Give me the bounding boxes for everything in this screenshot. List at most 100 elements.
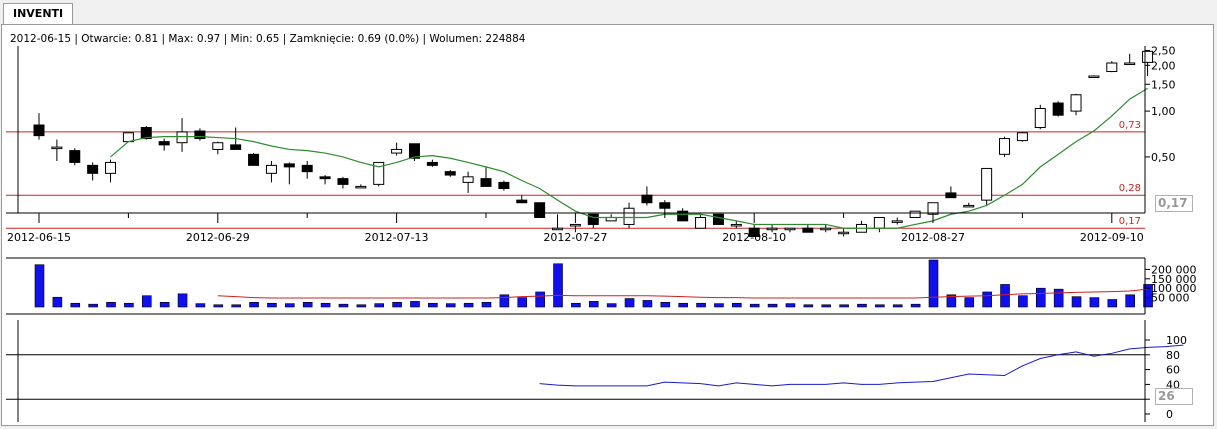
candle-up	[355, 185, 367, 189]
volume-bar	[928, 259, 939, 308]
candle-up	[462, 176, 474, 183]
candle-up	[766, 227, 778, 231]
volume-bar	[642, 300, 653, 308]
candle-down	[194, 130, 206, 140]
candle-up	[569, 223, 581, 227]
volume-bar	[785, 303, 796, 308]
level-label: 0,73	[1119, 120, 1141, 131]
oscillator	[6, 344, 1184, 400]
candle-down	[230, 144, 242, 150]
candle-down	[641, 194, 653, 204]
volume-bar	[320, 302, 331, 308]
candle-up	[909, 210, 921, 218]
candle-up	[176, 131, 188, 144]
candle-down	[248, 153, 260, 166]
volume-ma-line	[217, 288, 1148, 299]
volume-bar	[803, 304, 814, 308]
volume-bar	[1035, 287, 1046, 308]
candle-up	[730, 223, 742, 227]
tab-bar: INVENTI	[0, 0, 1217, 25]
candle-down	[283, 163, 295, 168]
volume-bar	[875, 304, 885, 308]
volume-bar	[964, 297, 975, 308]
tab-inventi[interactable]: INVENTI	[3, 3, 74, 24]
volume-bar	[231, 304, 241, 308]
moving-average	[110, 87, 1148, 229]
volume-bar	[553, 263, 563, 308]
volume-bar	[571, 302, 581, 308]
volume-bars	[34, 259, 1153, 308]
candle-up	[838, 231, 850, 235]
volume-bar	[857, 303, 867, 308]
volume-bar	[285, 303, 295, 308]
candle-up	[820, 227, 832, 231]
volume-bar	[946, 294, 957, 308]
candle-up	[552, 227, 564, 231]
volume-bar	[141, 295, 152, 308]
candle-down	[337, 178, 349, 185]
time-tick-label: 2012-09-10	[1080, 231, 1144, 244]
candle-up	[391, 148, 403, 154]
volume-bar	[195, 303, 206, 308]
osc-line	[539, 344, 1184, 387]
candle-down	[480, 178, 492, 187]
volume-bar	[159, 301, 170, 308]
candle-down	[534, 202, 546, 218]
candle-up	[373, 161, 385, 185]
volume-bar	[463, 302, 474, 308]
volume-bar	[892, 304, 903, 308]
candle-down	[408, 143, 420, 159]
candle-down	[498, 181, 510, 190]
chart-panel	[1, 24, 1214, 426]
volume-bar	[821, 304, 832, 308]
candle-up	[265, 164, 277, 174]
volume-bar	[1125, 294, 1135, 308]
volume-bar	[213, 304, 224, 308]
candle-up	[623, 207, 635, 225]
candle-up	[1070, 94, 1082, 112]
osc-tick-label: 60	[1166, 364, 1180, 377]
candle-up	[51, 146, 63, 150]
volume-bar	[732, 302, 742, 308]
volume-bar	[392, 301, 402, 308]
volume-bar	[517, 297, 528, 308]
price-tick-label: 1,00	[1151, 105, 1176, 118]
oscillator-value-box: 26	[1155, 388, 1193, 405]
time-tick-label: 2012-08-10	[722, 231, 786, 244]
volume-bar	[1071, 296, 1082, 308]
volume-bar	[356, 304, 367, 308]
volume-bar	[1143, 284, 1153, 308]
volume-bar	[374, 303, 385, 308]
volume-bar	[106, 301, 116, 308]
ohlc-info: 2012-06-15 | Otwarcie: 0.81 | Max: 0.97 …	[10, 33, 526, 45]
candle-down	[945, 192, 957, 199]
candle-up	[105, 161, 117, 174]
candlesticks	[33, 50, 1154, 237]
candle-down	[587, 213, 599, 225]
candle-down	[802, 227, 814, 233]
volume-bar	[535, 291, 545, 308]
candle-down	[69, 150, 81, 163]
candle-up	[1124, 62, 1136, 66]
volume-bar	[1089, 297, 1100, 308]
price-tick-label: 0,50	[1151, 151, 1176, 164]
volume-bar	[1107, 299, 1118, 308]
level-label: 0,28	[1119, 183, 1141, 194]
volume-bar	[499, 294, 510, 308]
candle-up	[963, 204, 975, 208]
candle-down	[677, 210, 689, 222]
volume-bar	[410, 301, 420, 308]
candle-up	[1034, 108, 1046, 129]
candle-up	[1016, 132, 1028, 142]
volume-bar	[267, 302, 277, 308]
volume-tick-label: 50 000	[1151, 292, 1190, 305]
volume-bar	[70, 302, 81, 308]
osc-tick-label: 80	[1166, 349, 1180, 362]
candle-down	[516, 199, 528, 204]
volume-bar	[910, 303, 921, 308]
volume-bar	[624, 298, 635, 308]
volume-bar	[839, 304, 849, 308]
price-tick-label: 2,50	[1151, 45, 1176, 58]
candle-up	[981, 167, 993, 201]
